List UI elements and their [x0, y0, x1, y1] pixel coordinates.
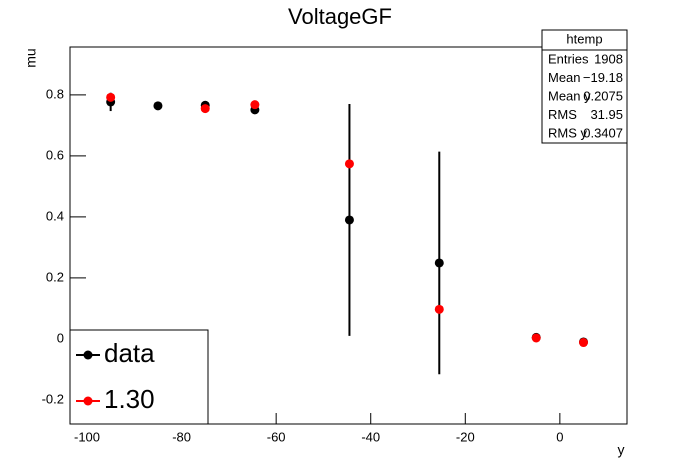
- point: [250, 100, 260, 110]
- y-tick-label: 0.2: [46, 269, 64, 284]
- stats-label: Mean y: [548, 88, 591, 103]
- x-tick-label: -80: [172, 429, 191, 444]
- stats-value: 31.95: [590, 107, 623, 122]
- point: [344, 159, 354, 169]
- legend-marker: [83, 350, 93, 360]
- stats-value: −19.18: [583, 70, 623, 85]
- stats-label: RMS y: [548, 125, 588, 140]
- legend-label: 1.30: [104, 384, 155, 414]
- chart-title: VoltageGF: [288, 4, 392, 29]
- legend-label: data: [104, 338, 155, 368]
- x-tick-label: -40: [361, 429, 380, 444]
- x-tick-label: -20: [456, 429, 475, 444]
- y-tick-label: 0.8: [46, 86, 64, 101]
- y-tick-label: 0: [57, 330, 64, 345]
- plot-frame: [69, 46, 628, 425]
- stats-title: htemp: [566, 31, 602, 46]
- point: [531, 333, 541, 343]
- point: [434, 258, 444, 268]
- point: [106, 92, 116, 102]
- legend-box: [69, 329, 209, 425]
- x-axis-label: y: [618, 442, 625, 458]
- stats-value: 1908: [594, 51, 623, 66]
- point: [578, 338, 588, 348]
- stats-label: Mean: [548, 70, 581, 85]
- x-tick-label: 0: [556, 429, 563, 444]
- x-tick-label: -60: [267, 429, 286, 444]
- y-tick-label: -0.2: [42, 391, 64, 406]
- legend-marker: [83, 396, 93, 406]
- stats-label: Entries: [548, 51, 589, 66]
- y-tick-label: 0.6: [46, 147, 64, 162]
- stats-label: RMS: [548, 107, 577, 122]
- x-tick-label: -100: [74, 429, 100, 444]
- point: [344, 215, 354, 225]
- stats-value: 0.2075: [583, 88, 623, 103]
- y-axis-label: mu: [23, 48, 39, 67]
- point: [153, 101, 163, 111]
- stats-value: 0.3407: [583, 125, 623, 140]
- stats-box: [541, 29, 628, 144]
- point: [434, 304, 444, 314]
- y-tick-label: 0.4: [46, 208, 64, 223]
- point: [200, 104, 210, 114]
